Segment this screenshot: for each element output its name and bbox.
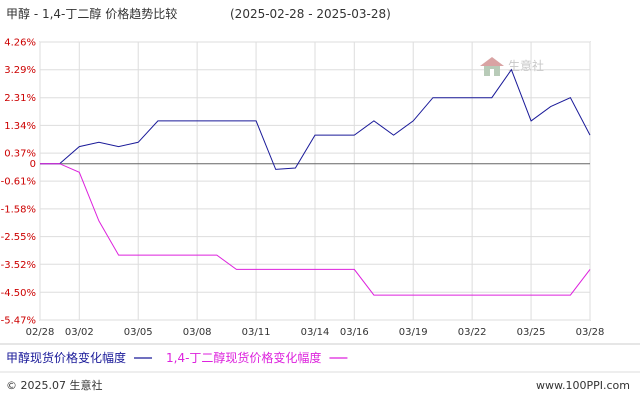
x-tick-label: 03/02 <box>65 327 94 338</box>
y-tick-label: -2.55% <box>1 232 36 243</box>
series-line-2 <box>40 163 591 296</box>
footer-copyright: © 2025.07 生意社 <box>6 378 102 392</box>
y-tick-label: -0.61% <box>1 177 36 188</box>
x-tick-label: 03/11 <box>242 327 271 338</box>
series-line-1 <box>40 68 591 170</box>
x-tick-label: 02/28 <box>26 327 55 338</box>
y-tick-label: 2.31% <box>4 93 36 104</box>
y-tick-label: 0 <box>30 159 36 170</box>
y-tick-label: -1.58% <box>1 204 36 215</box>
grid <box>39 41 591 321</box>
legend: 甲醇现货价格变化幅度 1,4-丁二醇现货价格变化幅度 <box>6 350 348 365</box>
series <box>40 68 591 296</box>
y-tick-label: -3.52% <box>1 260 36 271</box>
watermark: 生意社 <box>480 57 544 76</box>
x-tick-label: 03/14 <box>301 327 330 338</box>
x-axis: 02/28 03/02 03/05 03/08 03/11 03/14 03/16 03/19… <box>26 327 605 338</box>
x-tick-label: 03/08 <box>183 327 212 338</box>
x-tick-label: 03/22 <box>458 327 487 338</box>
chart-date-range: (2025-02-28 - 2025-03-28) <box>230 7 391 21</box>
legend-label-2: 1,4-丁二醇现货价格变化幅度 <box>166 350 321 365</box>
x-tick-label: 03/25 <box>517 327 546 338</box>
watermark-logo-icon <box>480 57 504 76</box>
y-tick-label: -4.50% <box>1 288 36 299</box>
legend-label-1: 甲醇现货价格变化幅度 <box>6 350 126 365</box>
y-tick-label: 4.26% <box>4 38 36 49</box>
footer-url: www.100PPI.com <box>536 379 630 392</box>
y-tick-label: 0.37% <box>4 149 36 160</box>
chart-title: 甲醇 - 1,4-丁二醇 价格趋势比较 <box>6 6 177 21</box>
y-tick-label: -5.47% <box>1 316 36 327</box>
y-tick-label: 3.29% <box>4 65 36 76</box>
y-tick-label: 1.34% <box>4 121 36 132</box>
watermark-text: 生意社 <box>508 58 544 73</box>
x-tick-label: 03/16 <box>340 327 369 338</box>
x-tick-label: 03/19 <box>399 327 428 338</box>
x-tick-label: 03/05 <box>124 327 153 338</box>
x-tick-label: 03/28 <box>576 327 605 338</box>
y-axis: 4.26% 3.29% 2.31% 1.34% 0.37%0 -0.61% -1.58% -2… <box>1 38 36 327</box>
